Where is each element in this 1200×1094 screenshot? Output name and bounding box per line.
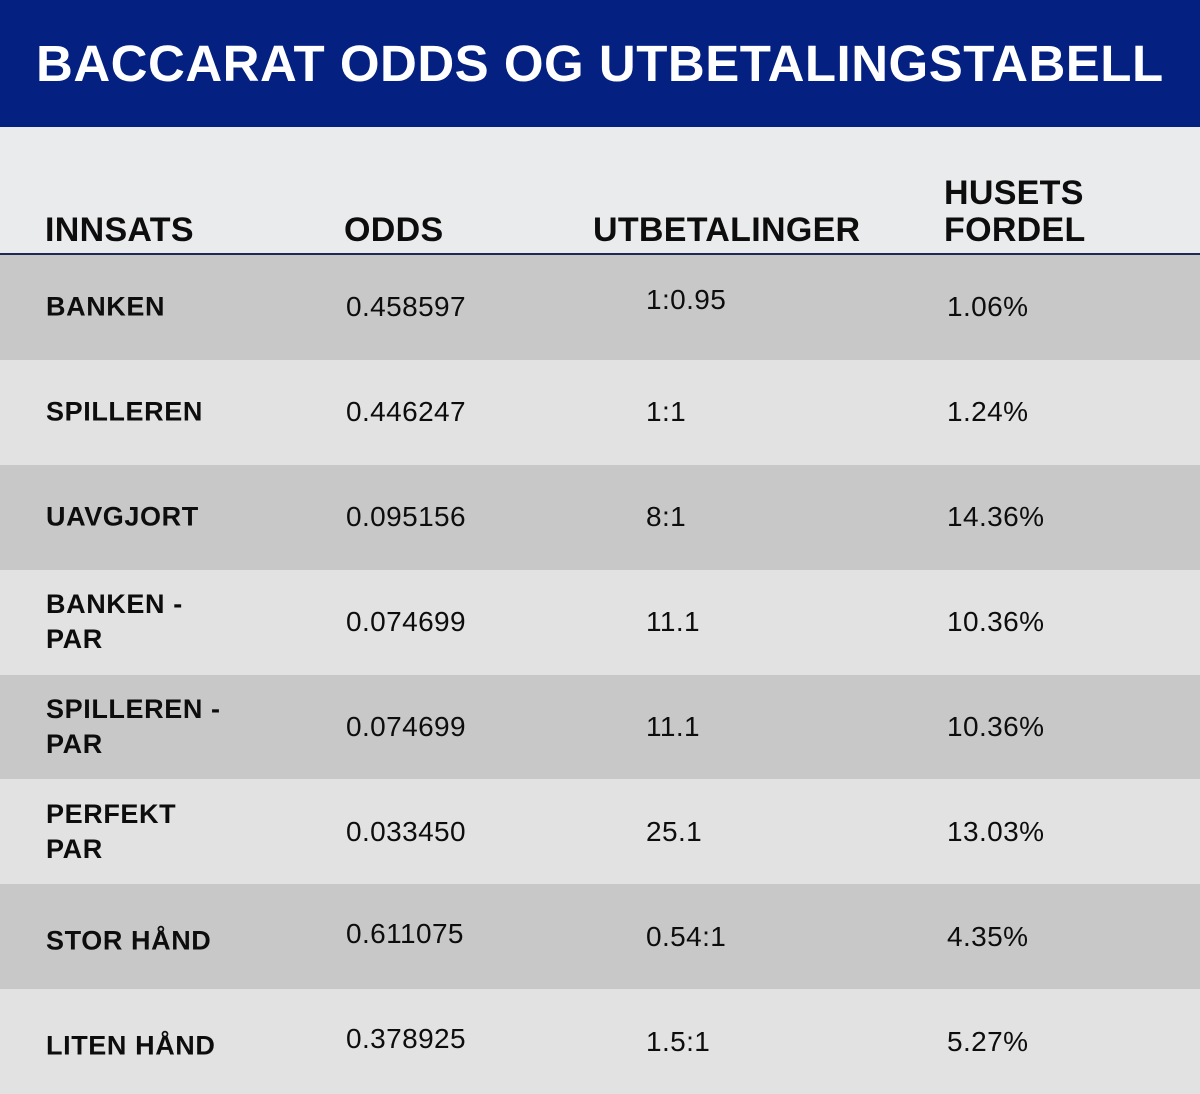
house-edge-cell: 10.36% [947,606,1045,638]
bet-name-cell: PERFEKT PAR [46,798,177,864]
table-row: UAVGJORT 0.095156 8:1 14.36% [0,464,1200,570]
table-row: SPILLEREN - PAR 0.074699 11.1 10.36% [0,674,1200,780]
bet-name-cell: STOR HÅND [46,925,212,956]
payout-cell: 8:1 [646,501,687,533]
house-edge-cell: 1.06% [947,291,1029,323]
odds-cell: 0.378925 [346,1022,466,1054]
column-header-odds: ODDS [344,211,444,249]
table-row: STOR HÅND 0.611075 0.54:1 4.35% [0,884,1200,990]
table-header-row: INNSATS ODDS UTBETALINGER HUSETS FORDEL [0,127,1200,255]
table-row: LITEN HÅND 0.378925 1.5:1 5.27% [0,989,1200,1094]
table-row: SPILLEREN 0.446247 1:1 1.24% [0,359,1200,465]
payout-cell: 11.1 [646,606,701,638]
page-title: BACCARAT ODDS OG UTBETALINGSTABELL [36,35,1164,92]
table-row: BANKEN 0.458597 1:0.95 1.06% [0,255,1200,360]
title-banner: BACCARAT ODDS OG UTBETALINGSTABELL [0,0,1200,127]
odds-cell: 0.074699 [346,606,466,638]
odds-cell: 0.446247 [346,396,466,428]
table-row: PERFEKT PAR 0.033450 25.1 13.03% [0,779,1200,885]
house-edge-cell: 4.35% [947,920,1029,952]
house-edge-cell: 5.27% [947,1025,1029,1057]
payout-cell: 11.1 [646,711,701,742]
bet-name-cell: SPILLEREN - PAR [46,694,221,759]
column-header-utbetalinger: UTBETALINGER [593,211,861,249]
odds-cell: 0.095156 [346,501,466,533]
odds-cell: 0.033450 [346,815,466,847]
house-edge-cell: 13.03% [947,815,1045,847]
bet-name-cell: BANKEN - PAR [46,589,183,655]
odds-cell: 0.611075 [346,917,464,949]
house-edge-cell: 14.36% [947,501,1045,533]
payout-cell: 0.54:1 [646,920,727,952]
odds-cell: 0.458597 [346,291,466,323]
house-edge-cell: 1.24% [947,396,1029,428]
bet-name-cell: LITEN HÅND [46,1030,216,1061]
bet-name-cell: BANKEN [46,291,166,322]
column-header-husets-fordel: HUSETS FORDEL [944,174,1086,249]
house-edge-cell: 10.36% [947,711,1045,742]
odds-cell: 0.074699 [346,711,466,742]
payout-cell: 1:0.95 [646,284,727,316]
table-body: BANKEN 0.458597 1:0.95 1.06% SPILLEREN 0… [0,255,1200,1094]
payout-cell: 1:1 [646,396,687,428]
table-row: BANKEN - PAR 0.074699 11.1 10.36% [0,569,1200,675]
bet-name-cell: UAVGJORT [46,501,199,532]
column-header-innsats: INNSATS [45,211,194,249]
payout-cell: 25.1 [646,815,703,847]
bet-name-cell: SPILLEREN [46,396,203,427]
payout-cell: 1.5:1 [646,1025,711,1057]
